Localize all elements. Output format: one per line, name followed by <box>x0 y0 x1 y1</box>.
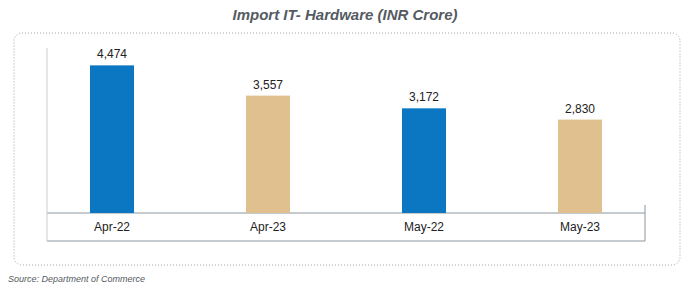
x-axis-line <box>47 213 645 214</box>
data-label: 3,172 <box>409 90 439 104</box>
bars <box>90 65 602 213</box>
source-note: Source: Department of Commerce <box>8 274 145 284</box>
chart-container: Import IT- Hardware (INR Crore) 4,474 Apr-… <box>0 0 689 288</box>
data-label: 2,830 <box>565 102 595 116</box>
bar <box>402 108 446 213</box>
y-axis-line <box>47 48 48 241</box>
data-label: 3,557 <box>253 78 283 92</box>
bar <box>90 65 134 213</box>
frame <box>14 33 680 265</box>
x-tick-label: May-23 <box>560 220 600 234</box>
x-axis-box <box>645 205 646 241</box>
x-tick-label: Apr-22 <box>94 220 130 234</box>
title: Import IT- Hardware (INR Crore) <box>232 6 457 23</box>
x-tick-label: May-22 <box>404 220 444 234</box>
data-label: 4,474 <box>97 47 127 61</box>
x-tick-label: Apr-23 <box>250 220 286 234</box>
chart: Import IT- Hardware (INR Crore) 4,474 Apr-… <box>0 0 689 288</box>
x-axis-box <box>47 241 645 242</box>
bar <box>558 120 602 213</box>
bar <box>246 96 290 213</box>
